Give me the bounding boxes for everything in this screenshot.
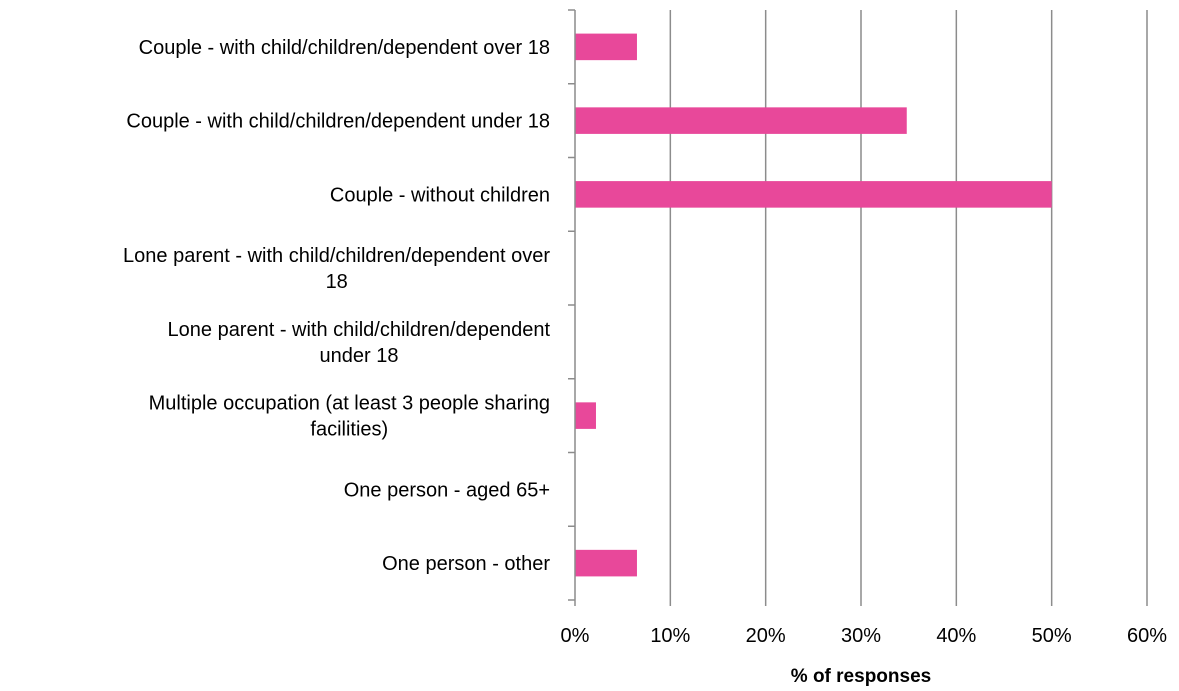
category-label-line: 18 [326,271,348,293]
category-label-line: Lone parent - with child/children/depend… [168,319,551,341]
x-tick-label-0: 0% [561,625,590,647]
category-label-line: Couple - with child/children/dependent o… [139,37,550,59]
category-label-7: One person - aged 65+ [344,479,550,501]
category-label-2: Couple - with child/children/dependent u… [126,111,550,133]
category-label-1: Couple - with child/children/dependent o… [139,37,550,59]
bar-1 [575,33,637,61]
category-label-line: One person - aged 65+ [344,479,550,501]
category-label-line: Multiple occupation (at least 3 people s… [149,393,550,415]
category-label-3: Couple - without children [330,184,550,206]
bar-2 [575,107,907,134]
category-label-6: Multiple occupation (at least 3 people s… [149,393,550,441]
tick-labels: 0% 10% 20% 30% 40% 50% 60% [561,625,1168,647]
category-label-line: One person - other [382,553,550,575]
bar-3 [575,181,1052,208]
gridlines [669,10,1148,600]
x-tick-label-60: 60% [1127,625,1167,647]
category-label-5: Lone parent - with child/children/depend… [168,319,551,367]
x-tick-label-30: 30% [841,625,881,647]
category-label-line: Couple - without children [330,184,550,206]
category-labels: Couple - with child/children/dependent o… [123,37,550,575]
category-label-line: facilities) [310,419,388,441]
category-label-line: Couple - with child/children/dependent u… [126,111,550,133]
x-axis-title: % of responses [791,666,931,687]
axes [568,9,1148,606]
bar-6 [575,402,596,429]
x-tick-label-40: 40% [936,625,976,647]
x-tick-label-50: 50% [1032,625,1072,647]
x-tick-label-20: 20% [746,625,786,647]
category-label-line: under 18 [319,345,398,367]
category-label-line: Lone parent - with child/children/depend… [123,245,550,267]
category-label-8: One person - other [382,553,550,575]
category-label-4: Lone parent - with child/children/depend… [123,245,550,293]
bar-8 [575,549,637,577]
bars [575,33,1052,577]
x-tick-label-10: 10% [650,625,690,647]
